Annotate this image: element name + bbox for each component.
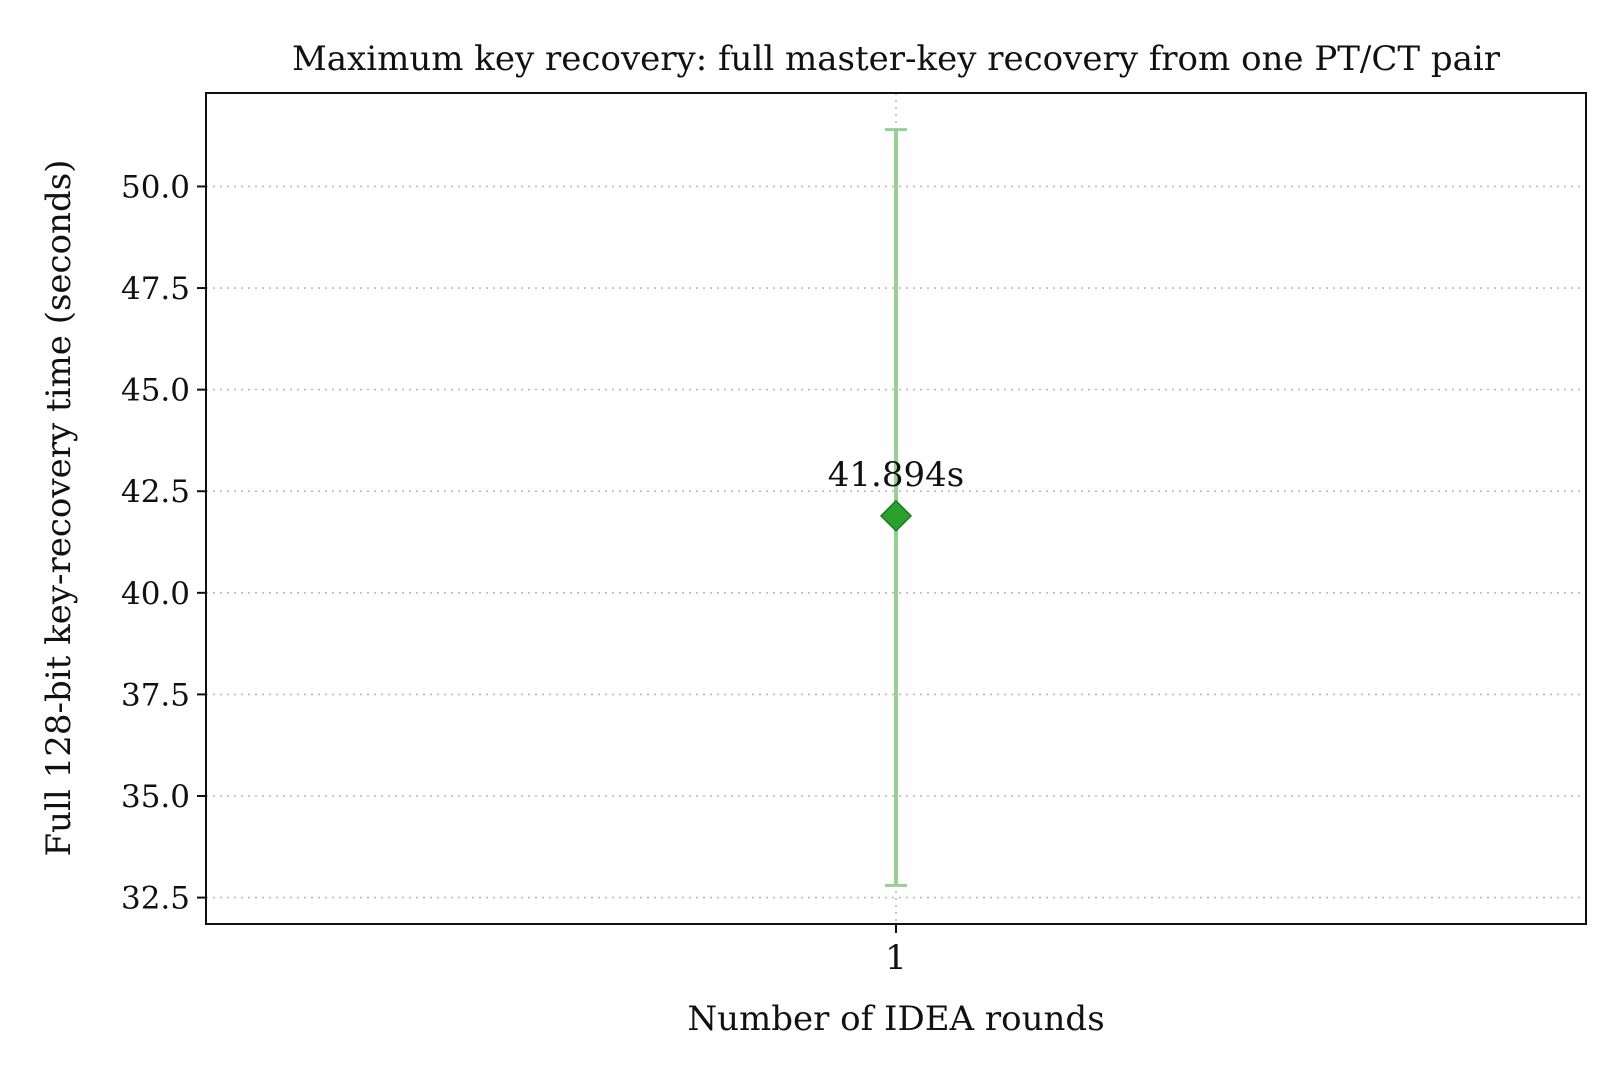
y-tick-label: 42.5 <box>121 474 190 510</box>
x-tick-label: 1 <box>885 938 907 978</box>
y-axis-label: Full 128-bit key-recovery time (seconds) <box>39 160 79 857</box>
x-axis-label: Number of IDEA rounds <box>687 999 1104 1039</box>
y-tick-label: 50.0 <box>121 169 190 205</box>
grid <box>206 93 1586 924</box>
series-group: 41.894s <box>828 128 964 887</box>
y-tick-label: 32.5 <box>121 881 190 917</box>
y-axis-ticks: 32.5 35.0 37.5 40.0 42.5 45.0 47.5 50.0 <box>121 169 206 917</box>
y-tick-label: 37.5 <box>121 677 190 713</box>
chart-title: Maximum key recovery: full master-key re… <box>292 39 1501 79</box>
data-label: 41.894s <box>828 455 964 495</box>
data-point-marker <box>879 499 913 532</box>
plot-frame <box>205 92 1587 925</box>
x-axis-ticks: 1 <box>885 924 907 978</box>
y-tick-label: 45.0 <box>121 373 190 409</box>
y-tick-label: 40.0 <box>121 576 190 612</box>
y-tick-label: 35.0 <box>121 779 190 815</box>
y-tick-label: 47.5 <box>121 271 190 307</box>
